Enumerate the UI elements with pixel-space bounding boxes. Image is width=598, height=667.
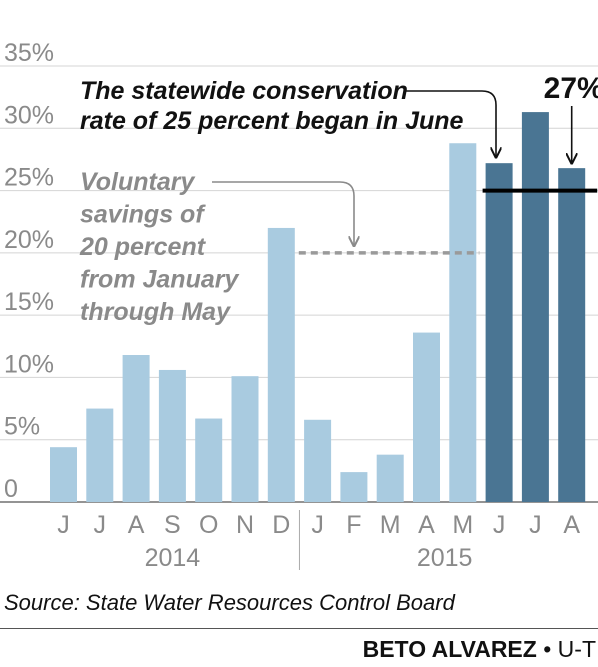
y-tick-label: 15%: [4, 288, 54, 316]
voluntary-annotation-line: from January: [80, 266, 239, 294]
x-tick-label: M: [380, 511, 401, 539]
x-tick-label: M: [452, 511, 473, 539]
bar-j-7: [304, 419, 332, 502]
x-tick-label: J: [57, 511, 70, 539]
x-tick-label: D: [272, 511, 290, 539]
source-note: Source: State Water Resources Control Bo…: [4, 590, 455, 615]
voluntary-annotation-line: through May: [80, 298, 231, 326]
x-tick-label: A: [418, 511, 435, 539]
y-tick-label: 10%: [4, 350, 54, 378]
y-tick-label: 20%: [4, 226, 54, 254]
x-tick-label: J: [529, 511, 542, 539]
statewide-arrow: [405, 90, 496, 157]
statewide-annotation-line1: The statewide conservation: [80, 77, 408, 105]
bar-a-14: [558, 168, 586, 503]
x-tick-label: J: [311, 511, 324, 539]
y-tick-label: 35%: [4, 39, 54, 67]
voluntary-annotation-line: 20 percent: [79, 233, 207, 261]
voluntary-annotation-line: savings of: [80, 201, 206, 229]
y-tick-label: 25%: [4, 164, 54, 192]
august-value-label: 27%: [544, 72, 598, 105]
credit-author: BETO ALVAREZ: [362, 636, 537, 662]
credit-org: U-T: [557, 636, 596, 662]
bar-n-5: [231, 376, 259, 502]
year-label: 2014: [145, 544, 201, 572]
y-tick-label: 0: [4, 475, 18, 503]
bar-j-13: [521, 112, 549, 502]
bar-s-3: [158, 369, 186, 502]
bar-m-11: [449, 143, 477, 502]
bar-m-9: [376, 454, 404, 502]
x-tick-label: F: [346, 511, 361, 539]
x-tick-label: J: [94, 511, 107, 539]
voluntary-annotation-line: Voluntary: [80, 168, 195, 196]
bar-j-1: [86, 408, 114, 502]
x-tick-label: O: [199, 511, 218, 539]
x-tick-label: N: [236, 511, 254, 539]
bar-o-4: [195, 418, 223, 502]
y-tick-label: 30%: [4, 101, 54, 129]
bar-a-2: [122, 355, 150, 502]
bar-d-6: [267, 227, 295, 502]
y-tick-label: 5%: [4, 413, 40, 441]
bar-j-12: [485, 163, 513, 502]
statewide-annotation-line2: rate of 25 percent began in June: [80, 107, 464, 135]
x-tick-label: A: [128, 511, 145, 539]
credit-line: BETO ALVAREZ • U-T: [363, 636, 596, 663]
x-tick-label: S: [164, 511, 181, 539]
year-label: 2015: [417, 544, 473, 572]
bar-a-10: [413, 332, 440, 502]
bar-j-0: [50, 447, 77, 502]
conservation-bar-chart: 05%10%15%20%25%30%35%J J A S O N D J F M A M J J A2014…: [0, 39, 598, 572]
footer-divider: [0, 628, 598, 629]
x-tick-label: J: [493, 511, 506, 539]
bar-f-8: [340, 472, 368, 502]
credit-separator: •: [543, 636, 552, 662]
voluntary-arrow: [212, 181, 354, 246]
x-tick-label: A: [563, 511, 580, 539]
